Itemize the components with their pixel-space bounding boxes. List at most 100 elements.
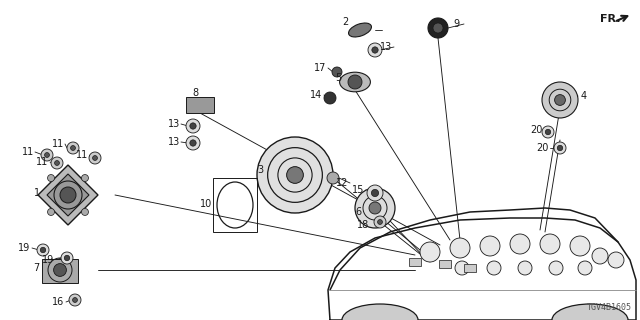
Circle shape xyxy=(433,23,443,33)
Text: 4: 4 xyxy=(581,91,587,101)
Circle shape xyxy=(89,152,101,164)
Circle shape xyxy=(332,67,342,77)
Bar xyxy=(439,260,451,268)
Circle shape xyxy=(378,220,383,224)
Circle shape xyxy=(40,247,45,253)
Circle shape xyxy=(554,142,566,154)
Circle shape xyxy=(51,157,63,169)
Text: 15: 15 xyxy=(352,185,364,195)
Text: TGV4B1605: TGV4B1605 xyxy=(587,303,632,312)
Text: 13: 13 xyxy=(380,42,392,52)
Circle shape xyxy=(64,255,70,261)
Text: 16: 16 xyxy=(52,297,64,307)
Circle shape xyxy=(47,208,54,215)
Circle shape xyxy=(45,153,49,157)
Circle shape xyxy=(257,137,333,213)
Bar xyxy=(42,259,77,283)
Circle shape xyxy=(374,216,386,228)
Text: 12: 12 xyxy=(336,178,348,188)
Bar xyxy=(213,178,257,232)
Circle shape xyxy=(72,298,77,302)
Circle shape xyxy=(371,189,379,196)
Text: 18: 18 xyxy=(357,220,369,230)
Circle shape xyxy=(570,236,590,256)
Circle shape xyxy=(54,264,67,276)
Circle shape xyxy=(190,140,196,146)
Polygon shape xyxy=(47,174,89,216)
Bar xyxy=(409,258,421,266)
Text: 11: 11 xyxy=(22,147,34,157)
Text: 20: 20 xyxy=(530,125,542,135)
Text: FR.: FR. xyxy=(600,14,621,24)
Circle shape xyxy=(592,248,608,264)
Circle shape xyxy=(450,238,470,258)
Ellipse shape xyxy=(342,304,418,320)
Circle shape xyxy=(324,92,336,104)
Text: 8: 8 xyxy=(192,88,198,98)
Circle shape xyxy=(61,252,73,264)
Text: 13: 13 xyxy=(168,119,180,129)
Text: 11: 11 xyxy=(76,150,88,160)
Circle shape xyxy=(186,136,200,150)
Text: 7: 7 xyxy=(33,263,39,273)
Circle shape xyxy=(367,185,383,201)
Circle shape xyxy=(186,119,200,133)
Circle shape xyxy=(54,161,60,165)
Circle shape xyxy=(542,82,578,118)
Circle shape xyxy=(549,261,563,275)
Circle shape xyxy=(368,43,382,57)
Circle shape xyxy=(369,202,381,214)
Text: 14: 14 xyxy=(310,90,322,100)
Circle shape xyxy=(487,261,501,275)
Bar xyxy=(186,97,214,113)
Circle shape xyxy=(47,174,54,181)
Circle shape xyxy=(93,156,97,160)
Circle shape xyxy=(518,261,532,275)
Polygon shape xyxy=(38,165,98,225)
Text: 5: 5 xyxy=(335,73,341,83)
Circle shape xyxy=(557,145,563,151)
Text: 19: 19 xyxy=(42,255,54,265)
Circle shape xyxy=(555,95,565,105)
Text: 19: 19 xyxy=(18,243,30,253)
Text: 6: 6 xyxy=(355,207,361,217)
Circle shape xyxy=(578,261,592,275)
Bar xyxy=(464,264,476,272)
Circle shape xyxy=(67,142,79,154)
Text: 9: 9 xyxy=(453,19,459,29)
Circle shape xyxy=(287,167,303,183)
Text: 3: 3 xyxy=(257,165,263,175)
Circle shape xyxy=(420,242,440,262)
Circle shape xyxy=(70,146,76,150)
Circle shape xyxy=(540,234,560,254)
Circle shape xyxy=(81,208,88,215)
Text: 1: 1 xyxy=(34,188,40,198)
Circle shape xyxy=(348,75,362,89)
Circle shape xyxy=(327,172,339,184)
Text: 2: 2 xyxy=(342,17,348,27)
Text: 20: 20 xyxy=(536,143,548,153)
Circle shape xyxy=(428,18,448,38)
Circle shape xyxy=(190,123,196,129)
Circle shape xyxy=(510,234,530,254)
Circle shape xyxy=(355,188,395,228)
Circle shape xyxy=(60,187,76,203)
Text: 17: 17 xyxy=(314,63,326,73)
Text: 13: 13 xyxy=(168,137,180,147)
Circle shape xyxy=(480,236,500,256)
Circle shape xyxy=(372,47,378,53)
Text: 11: 11 xyxy=(52,139,64,149)
Circle shape xyxy=(455,261,469,275)
Text: 10: 10 xyxy=(200,199,212,209)
Circle shape xyxy=(37,244,49,256)
Circle shape xyxy=(542,126,554,138)
Circle shape xyxy=(81,174,88,181)
Text: 11: 11 xyxy=(36,157,48,167)
Ellipse shape xyxy=(349,23,371,37)
Circle shape xyxy=(545,129,550,135)
Circle shape xyxy=(41,149,53,161)
Ellipse shape xyxy=(552,304,628,320)
Ellipse shape xyxy=(340,72,371,92)
Circle shape xyxy=(608,252,624,268)
Circle shape xyxy=(69,294,81,306)
